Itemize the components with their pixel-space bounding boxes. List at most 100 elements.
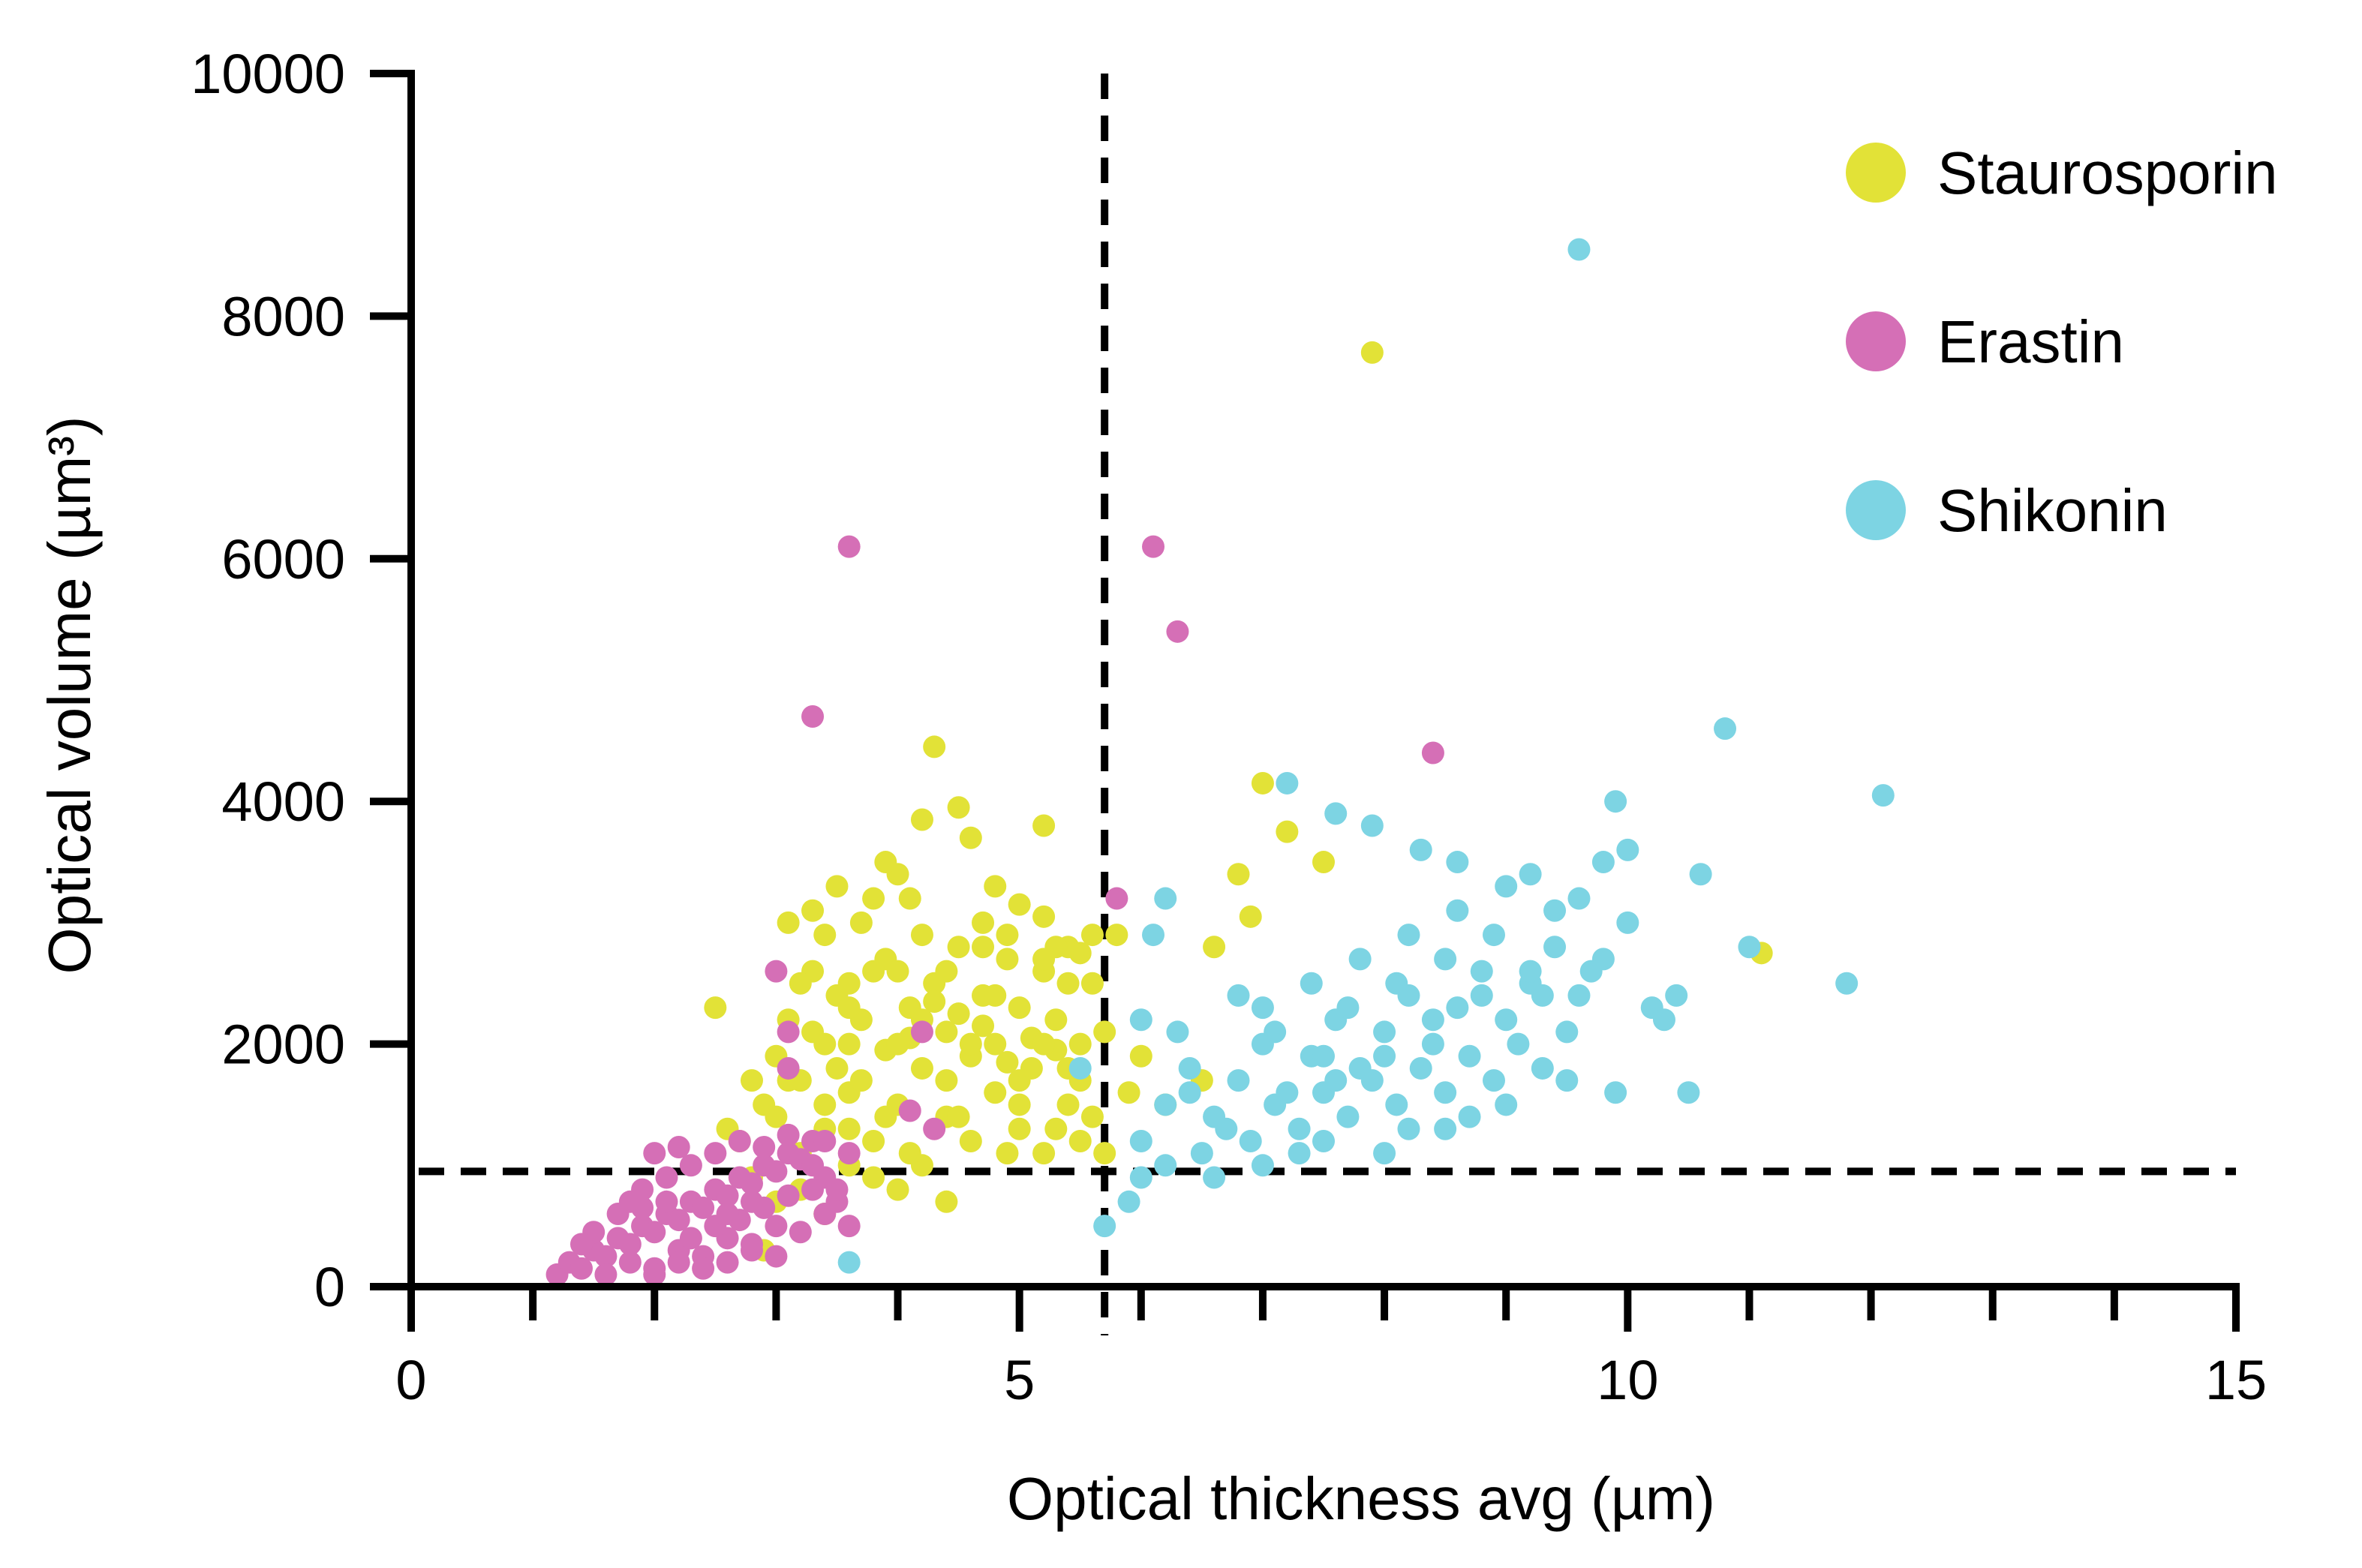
data-point: [1482, 924, 1505, 947]
data-point: [1652, 1008, 1675, 1032]
data-point: [1154, 887, 1177, 910]
data-point: [959, 1032, 982, 1056]
data-point: [1434, 948, 1457, 971]
data-point: [1591, 851, 1615, 874]
data-point: [1482, 1069, 1505, 1092]
data-point: [1093, 1215, 1116, 1238]
data-point: [972, 1014, 995, 1038]
data-point: [1056, 1093, 1080, 1116]
data-point: [643, 1221, 666, 1244]
data-point: [837, 972, 861, 995]
data-point: [923, 1117, 946, 1140]
x-axis-title: Optical thickness avg (µm): [1007, 1465, 1715, 1532]
data-point: [740, 1172, 763, 1195]
data-point: [935, 960, 958, 983]
data-point: [1567, 984, 1591, 1007]
data-point: [1421, 741, 1444, 764]
data-point: [837, 1251, 861, 1274]
data-point: [1093, 1142, 1116, 1165]
legend-label-erastin: Erastin: [1937, 308, 2124, 375]
data-point: [1129, 1166, 1152, 1189]
data-point: [569, 1257, 593, 1280]
data-point: [1068, 942, 1092, 965]
data-point: [996, 924, 1019, 947]
data-point: [1178, 1081, 1201, 1104]
data-point: [972, 936, 995, 959]
legend-label-staurosporin: Staurosporin: [1937, 140, 2278, 206]
data-point: [1129, 1008, 1152, 1032]
data-point: [1604, 1081, 1627, 1104]
data-point: [1495, 1008, 1518, 1032]
data-point: [740, 1069, 763, 1092]
data-point: [801, 1178, 825, 1201]
data-point: [813, 1032, 837, 1056]
data-point: [1616, 911, 1639, 934]
data-point: [1288, 1117, 1311, 1140]
data-point: [1300, 972, 1323, 995]
data-point: [1251, 771, 1274, 795]
data-point: [1117, 1081, 1140, 1104]
data-point: [1360, 1069, 1384, 1092]
data-point: [716, 1202, 739, 1225]
data-point: [996, 1142, 1019, 1165]
data-point: [984, 875, 1007, 898]
data-point: [1142, 924, 1165, 947]
data-point: [1738, 936, 1761, 959]
data-point: [1604, 790, 1627, 813]
data-point: [1567, 887, 1591, 910]
y-tick-label: 4000: [221, 770, 345, 833]
data-point: [862, 1166, 885, 1189]
data-point: [813, 1093, 837, 1116]
data-point: [777, 1123, 800, 1146]
data-point: [643, 1142, 666, 1165]
data-point: [1409, 1056, 1432, 1080]
data-point: [1190, 1142, 1213, 1165]
x-tick-label: 0: [395, 1349, 426, 1411]
data-point: [1385, 972, 1408, 995]
data-point: [753, 1136, 776, 1159]
data-point: [1008, 893, 1031, 916]
data-point: [716, 1184, 739, 1207]
data-point: [655, 1166, 678, 1189]
data-point: [692, 1257, 715, 1280]
y-tick-label: 8000: [221, 285, 345, 347]
data-point: [1360, 341, 1384, 364]
data-point: [910, 924, 933, 947]
data-point: [1470, 984, 1493, 1007]
data-point: [898, 1142, 921, 1165]
legend-marker-erastin: [1846, 311, 1906, 371]
data-point: [1531, 1056, 1554, 1080]
data-point: [1080, 1105, 1104, 1128]
data-point: [801, 899, 825, 922]
data-point: [1239, 1129, 1262, 1152]
data-point: [1032, 814, 1056, 837]
data-point: [618, 1190, 642, 1213]
data-point: [765, 1105, 788, 1128]
data-point: [996, 948, 1019, 971]
data-point: [1227, 984, 1250, 1007]
data-point: [1421, 1032, 1444, 1056]
legend: Staurosporin Erastin Shikonin: [1846, 140, 2278, 544]
data-point: [1470, 960, 1493, 983]
data-point: [679, 1227, 702, 1250]
data-point: [801, 1154, 825, 1177]
data-point: [959, 1129, 982, 1152]
data-point: [874, 1105, 897, 1128]
data-point: [765, 960, 788, 983]
data-point: [1555, 1020, 1579, 1044]
data-point: [813, 1202, 837, 1225]
data-point: [1397, 1117, 1420, 1140]
data-point: [1616, 838, 1639, 861]
data-point: [777, 1020, 800, 1044]
data-point: [813, 924, 837, 947]
data-point: [1446, 899, 1469, 922]
data-point: [1068, 1129, 1092, 1152]
data-point: [886, 1032, 909, 1056]
data-point: [1215, 1117, 1238, 1140]
data-point: [1166, 620, 1189, 643]
data-point: [837, 1215, 861, 1238]
data-point: [837, 1117, 861, 1140]
data-point: [1154, 1093, 1177, 1116]
y-tick-label: 0: [314, 1256, 345, 1318]
